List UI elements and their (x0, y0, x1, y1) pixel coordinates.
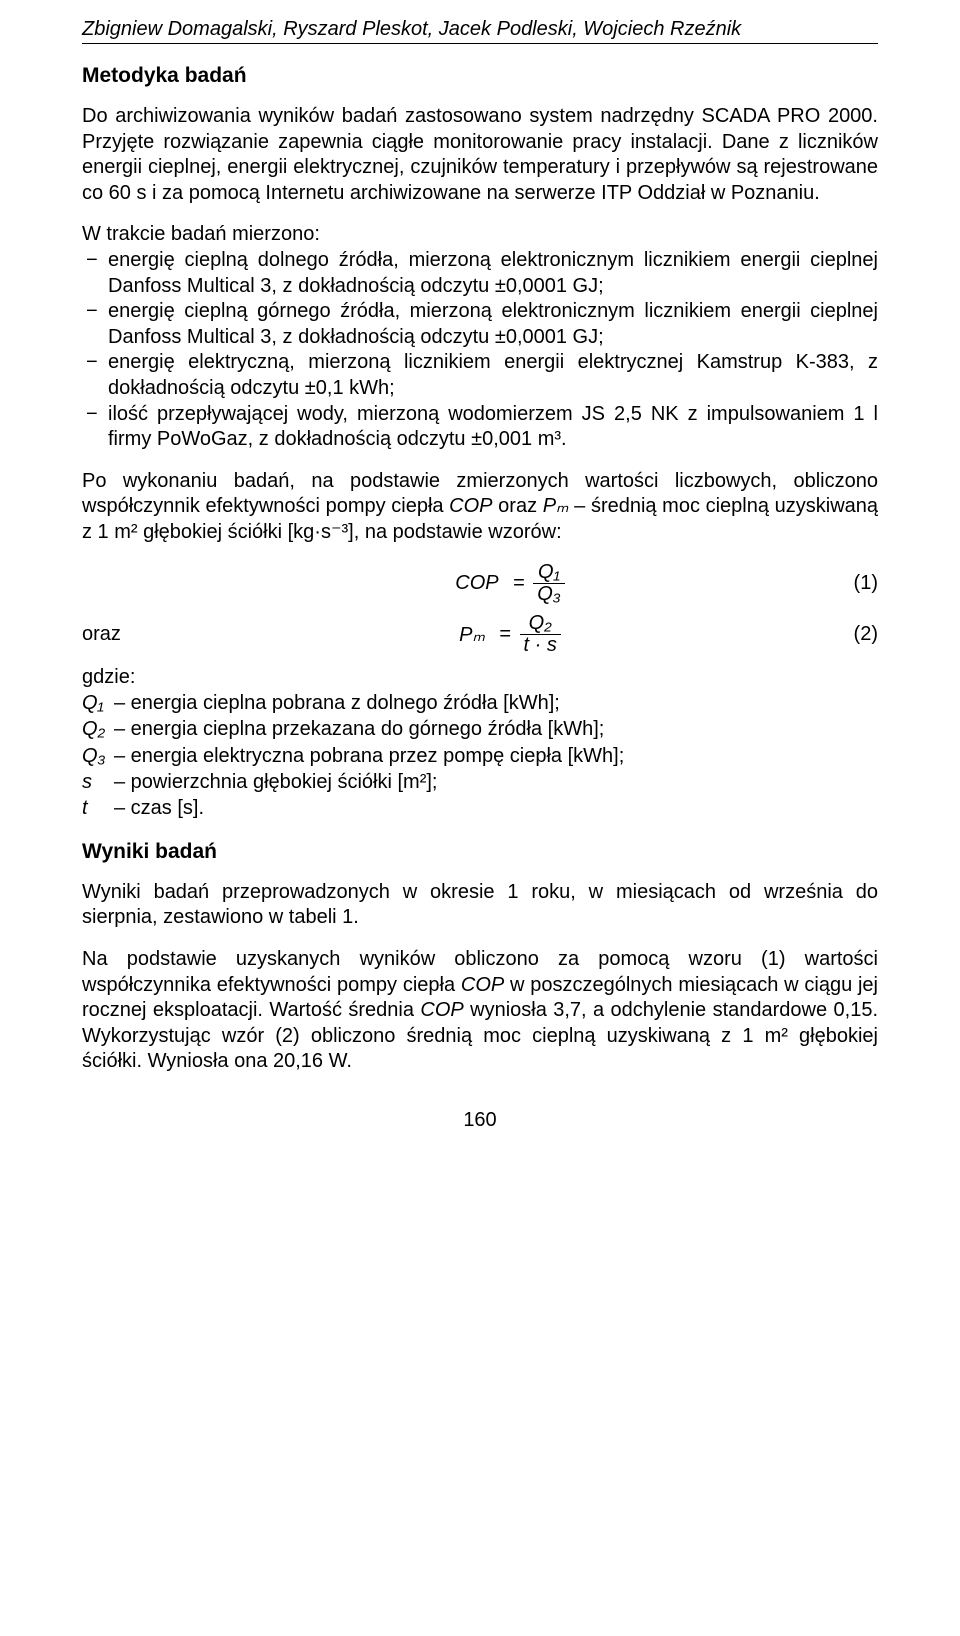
var-cop: COP (420, 999, 463, 1021)
results-p2: Na podstawie uzyskanych wyników obliczon… (82, 947, 878, 1075)
where-row: Q₃– energia elektryczna pobrana przez po… (82, 743, 878, 769)
header-authors: Zbigniew Domagalski, Ryszard Pleskot, Ja… (82, 18, 878, 44)
eq-lhs: Pₘ (459, 624, 485, 646)
eq-fraction: Q₁ Q₃ (533, 562, 565, 605)
eq-tag: (1) (828, 572, 878, 595)
equation-1: COP = Q₁ Q₃ (1) (82, 562, 878, 605)
list-item: energię cieplną górnego źródła, mierzoną… (82, 299, 878, 350)
section-title-methodology: Metodyka badań (82, 64, 878, 88)
eq-numerator: Q₂ (520, 613, 561, 635)
page-number: 160 (82, 1109, 878, 1132)
where-row: Q₁– energia cieplna pobrana z dolnego źr… (82, 690, 878, 716)
where-text: – energia cieplna przekazana do górnego … (114, 718, 604, 740)
list-item: energię elektryczną, mierzoną licznikiem… (82, 350, 878, 401)
oraz-label: oraz (82, 623, 192, 646)
measure-list: energię cieplną dolnego źródła, mierzoną… (82, 248, 878, 453)
var-pm: Pₘ (543, 495, 569, 517)
eq-numerator: Q₁ (533, 562, 565, 584)
where-sym: t (82, 795, 114, 821)
eq-denominator: t · s (520, 635, 561, 656)
list-item: ilość przepływającej wody, mierzoną wodo… (82, 402, 878, 453)
equation-oraz: oraz Pₘ = Q₂ t · s (2) (82, 613, 878, 656)
paragraph-intro: Do archiwizowania wyników badań zastosow… (82, 104, 878, 206)
results-p1: Wyniki badań przeprowadzonych w okresie … (82, 880, 878, 931)
eq-fraction: Q₂ t · s (520, 613, 561, 656)
where-block: gdzie: Q₁– energia cieplna pobrana z dol… (82, 664, 878, 822)
where-text: – czas [s]. (114, 797, 204, 819)
paragraph-derivation: Po wykonaniu badań, na podstawie zmierzo… (82, 469, 878, 546)
where-sym: s (82, 769, 114, 795)
eq-tag: (2) (828, 623, 878, 646)
section-title-results: Wyniki badań (82, 840, 878, 864)
where-text: – energia cieplna pobrana z dolnego źród… (114, 692, 560, 714)
eq-lhs: COP (455, 572, 498, 594)
where-sym: Q₁ (82, 690, 114, 716)
list-item: energię cieplną dolnego źródła, mierzoną… (82, 248, 878, 299)
where-sym: Q₃ (82, 743, 114, 769)
where-label: gdzie: (82, 664, 878, 690)
where-text: – energia elektryczna pobrana przez pomp… (114, 745, 624, 767)
eq-equals: = (513, 572, 525, 594)
where-row: Q₂– energia cieplna przekazana do górneg… (82, 716, 878, 742)
where-row: s– powierzchnia głębokiej ściółki [m²]; (82, 769, 878, 795)
eq-denominator: Q₃ (533, 584, 565, 605)
var-cop: COP (461, 974, 504, 996)
eq-equals: = (499, 623, 511, 645)
page: Zbigniew Domagalski, Ryszard Pleskot, Ja… (0, 0, 960, 1636)
var-cop: COP (449, 495, 492, 517)
eq-body: COP = Q₁ Q₃ (192, 562, 828, 605)
measure-intro: W trakcie badań mierzono: (82, 222, 878, 248)
eq-body: Pₘ = Q₂ t · s (192, 613, 828, 656)
text: oraz (493, 495, 543, 517)
where-sym: Q₂ (82, 716, 114, 742)
where-text: – powierzchnia głębokiej ściółki [m²]; (114, 771, 437, 793)
where-row: t– czas [s]. (82, 795, 878, 821)
